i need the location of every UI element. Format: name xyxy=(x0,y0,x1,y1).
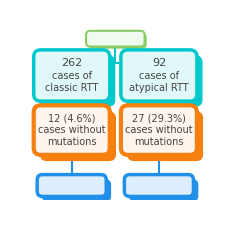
Text: 12 (4.6%): 12 (4.6%) xyxy=(48,113,95,123)
Text: 92: 92 xyxy=(152,58,166,68)
Text: cases of: cases of xyxy=(52,70,92,81)
FancyBboxPatch shape xyxy=(40,112,116,161)
FancyBboxPatch shape xyxy=(34,105,110,155)
Text: cases of: cases of xyxy=(139,70,179,81)
Text: cases without: cases without xyxy=(125,125,193,135)
FancyBboxPatch shape xyxy=(121,105,197,155)
FancyBboxPatch shape xyxy=(126,55,202,107)
Text: mutations: mutations xyxy=(134,137,184,147)
FancyBboxPatch shape xyxy=(127,177,196,199)
FancyBboxPatch shape xyxy=(36,53,112,104)
FancyBboxPatch shape xyxy=(42,180,111,201)
FancyBboxPatch shape xyxy=(37,108,113,158)
FancyBboxPatch shape xyxy=(39,55,115,107)
FancyBboxPatch shape xyxy=(40,177,109,199)
FancyBboxPatch shape xyxy=(34,50,110,101)
FancyBboxPatch shape xyxy=(86,31,145,47)
FancyBboxPatch shape xyxy=(121,50,197,101)
Text: 262: 262 xyxy=(61,58,82,68)
Text: cases without: cases without xyxy=(38,125,106,135)
Text: 27 (29.3%): 27 (29.3%) xyxy=(132,113,186,123)
Text: atypical RTT: atypical RTT xyxy=(129,83,189,93)
Text: classic RTT: classic RTT xyxy=(45,83,98,93)
FancyBboxPatch shape xyxy=(124,175,194,196)
FancyBboxPatch shape xyxy=(88,33,147,49)
FancyBboxPatch shape xyxy=(124,108,200,158)
FancyBboxPatch shape xyxy=(124,53,200,104)
FancyBboxPatch shape xyxy=(129,180,198,201)
FancyBboxPatch shape xyxy=(37,175,106,196)
Text: mutations: mutations xyxy=(47,137,97,147)
FancyBboxPatch shape xyxy=(127,112,203,161)
